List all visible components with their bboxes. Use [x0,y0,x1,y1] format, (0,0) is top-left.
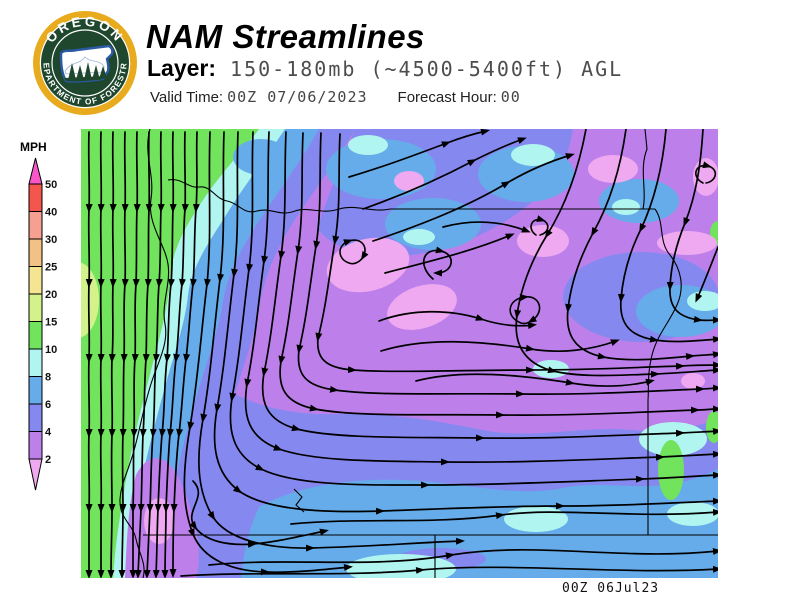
logo-white-ring [39,17,131,109]
layer-value: 150-180mb (~4500-5400ft) AGL [230,57,624,81]
valid-time-value: 00Z 07/06/2023 [227,88,368,106]
colorbar-segment [28,403,43,432]
mountain [64,56,105,75]
logo-inner-ring [51,29,119,97]
forecast-hour-label: Forecast Hour: [397,89,497,106]
colorbar-segment [28,348,43,377]
colorbar-label: 30 [45,234,57,246]
colorbar-segment [28,211,43,240]
oregon-state-emblem [59,44,114,83]
valid-time-row: Valid Time: 00Z 07/06/2023 Forecast Hour: 0… [150,88,521,106]
colorbar-arrow-down [28,458,43,491]
map-timestamp: 00Z 06Jul23 [562,581,660,596]
colorbar-label: 15 [45,317,57,329]
colorbar-segment [28,266,43,295]
colorbar-segment [28,431,43,460]
streamlines [85,129,718,578]
colorbar-segment [28,293,43,322]
colorbar-arrow-up [28,157,43,185]
colorbar-label: 20 [45,289,57,301]
odf-logo: OREGON DEPARTMENT OF FORESTRY [30,8,137,115]
colorbar-label: 40 [45,207,57,219]
forecast-hour-value: 00 [500,88,521,106]
valid-time-label: Valid Time: [150,89,224,106]
colorbar-segment [28,183,43,212]
colorbar-segment [28,238,43,267]
colorbar: 50 40 30 25 20 15 10 8 6 4 2 [28,157,57,491]
colorbar-label: 25 [45,262,57,274]
layer-row: Layer: 150-180mb (~4500-5400ft) AGL [147,55,623,82]
colorbar-label: 8 [45,372,51,384]
page-title: NAM Streamlines [146,18,425,55]
trees-icon [68,62,107,80]
colorbar-label: 10 [45,344,57,356]
colorbar-label: 6 [45,399,51,411]
layer-label: Layer: [147,55,217,81]
colorbar-unit-label: MPH [20,140,47,154]
colorbar-segment [28,321,43,350]
colorbar-label: 2 [45,454,51,466]
colorbar-label: 50 [45,179,57,191]
colorbar-label: 4 [45,427,52,439]
colorbar-segment [28,376,43,405]
streamline-map [81,129,718,578]
